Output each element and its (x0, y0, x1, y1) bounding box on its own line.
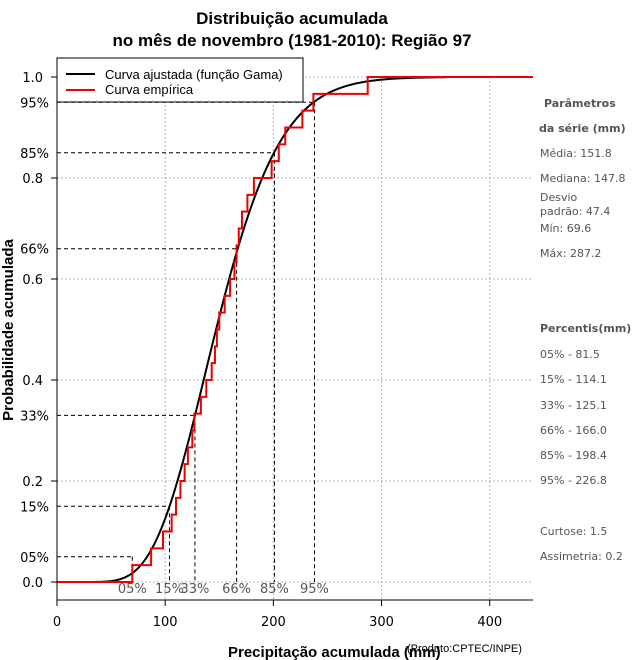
params-title-line-2: da série (mm) (539, 122, 626, 135)
y-tick-label: 0.4 (22, 374, 43, 389)
y-tick-label: 0.2 (22, 475, 43, 490)
stat-min: Mín: 69.6 (540, 222, 591, 235)
series (57, 76, 533, 583)
percentile-guides (57, 101, 315, 582)
percentile-x-label: 05% (118, 582, 147, 597)
empirical-step-curve (57, 76, 533, 583)
percentile-axis-labels: 05%05%15%15%33%33%66%66%85%85%95%95% (20, 96, 329, 597)
percentile-x-label: 85% (260, 582, 289, 597)
percentile-x-label: 66% (222, 582, 251, 597)
x-tick-label: 100 (153, 615, 178, 630)
y-tick-label: 0.8 (22, 172, 43, 187)
percentile-x-label: 95% (300, 582, 329, 597)
percentile-axis-label: 15% (20, 500, 49, 515)
percentile-axis-label: 95% (20, 96, 49, 111)
percentile-95: 95% - 226.8 (540, 474, 607, 487)
percentile-66: 66% - 166.0 (540, 424, 607, 437)
percentis-title: Percentis(mm) (540, 322, 631, 335)
y-tick-label: 0.6 (22, 273, 43, 288)
legend-box (56, 57, 304, 103)
percentile-axis-label: 66% (20, 243, 49, 258)
percentile-axis-label: 05% (20, 551, 49, 566)
percentile-x-label: 33% (180, 582, 209, 597)
stat-mediana: Mediana: 147.8 (540, 172, 625, 185)
stat-media: Média: 151.8 (540, 147, 612, 160)
x-tick-label: 0 (53, 615, 61, 630)
legend: Curva ajustada (função Gama) Curva empír… (56, 57, 304, 103)
percentile-15: 15% - 114.1 (540, 373, 607, 386)
side-panel: Parâmetros da série (mm) Média: 151.8 Me… (539, 97, 631, 563)
x-tick-label: 400 (477, 615, 502, 630)
y-axis-title: Probabilidade acumulada (0, 238, 17, 420)
axis-ticks: 0 100 200 300 400 0.0 0.2 0.4 0.6 0.8 1.0 (22, 71, 502, 630)
x-tick-label: 200 (261, 615, 286, 630)
x-tick-label: 300 (369, 615, 394, 630)
percentile-axis-label: 85% (20, 147, 49, 162)
stat-max: Máx: 287.2 (540, 247, 601, 260)
percentile-85: 85% - 198.4 (540, 449, 607, 462)
params-title-line-1: Parâmetros (544, 97, 616, 110)
fitted-gamma-curve (57, 76, 447, 583)
grid (56, 76, 533, 600)
product-credit: (Produto:CPTEC/INPE) (407, 643, 522, 655)
percentile-33: 33% - 125.1 (540, 399, 607, 412)
x-axis-title: Precipitação acumulada (mm) (228, 644, 441, 660)
legend-label-fitted: Curva ajustada (função Gama) (105, 67, 283, 82)
stat-desvio-line-1: Desvio (540, 191, 578, 204)
chart-title-line-1: Distribuição acumulada (196, 9, 388, 28)
percentile-05: 05% - 81.5 (540, 348, 600, 361)
percentile-axis-label: 33% (20, 409, 49, 424)
chart-title-line-2: no mês de novembro (1981-2010): Região 9… (112, 31, 471, 50)
y-tick-label: 0.0 (22, 576, 43, 591)
stat-curtose: Curtose: 1.5 (540, 525, 607, 538)
percentile-x-label: 15% (155, 582, 184, 597)
legend-label-empirical: Curva empírica (105, 82, 194, 97)
y-tick-label: 1.0 (22, 71, 43, 86)
stat-assimetria: Assimetria: 0.2 (540, 550, 623, 563)
stat-desvio-line-2: padrão: 47.4 (540, 205, 610, 218)
